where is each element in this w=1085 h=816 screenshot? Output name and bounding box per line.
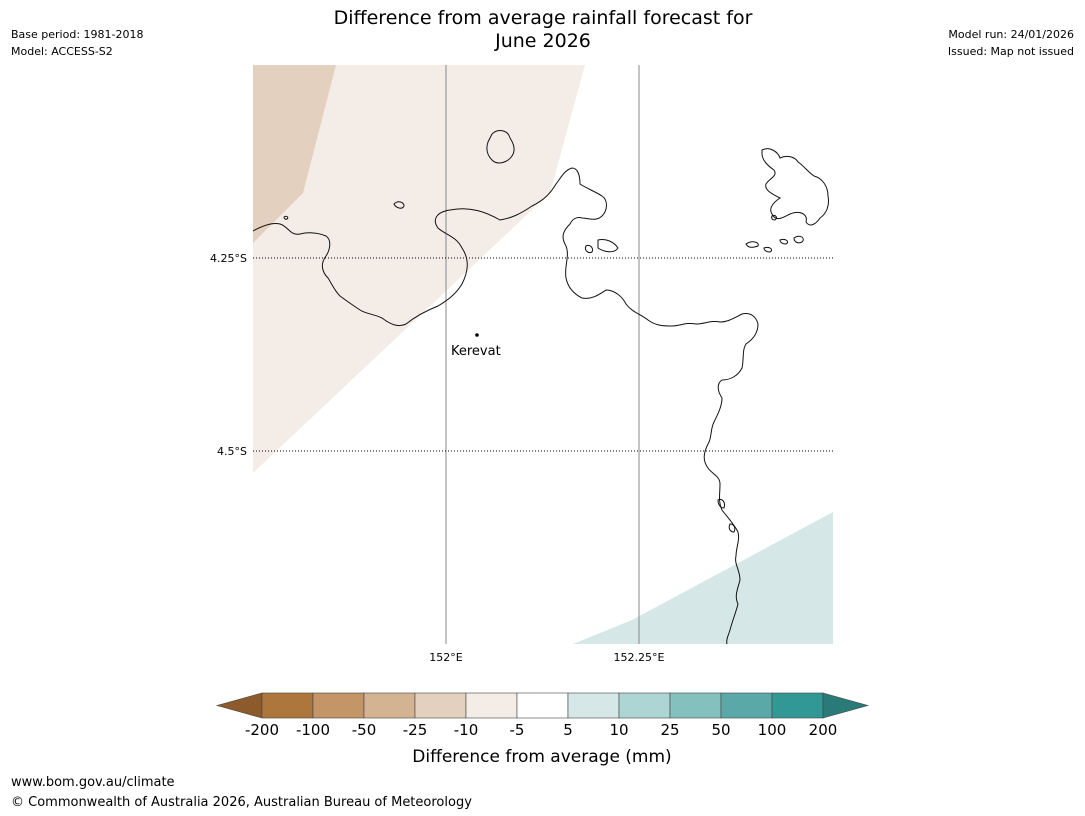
lon-label-152: 152°E <box>429 651 462 664</box>
legend-tick: -25 <box>403 721 428 739</box>
region-minus25-to-minus10 <box>253 65 336 243</box>
islet-west-2 <box>283 215 289 220</box>
color-legend: -200 -100 -50 -25 -10 -5 5 10 25 50 100 200 Differe… <box>215 692 870 767</box>
islet-east-1 <box>745 241 759 248</box>
lat-label-4-5: 4.5°S <box>217 445 247 458</box>
legend-tick: 50 <box>711 721 730 739</box>
graticule <box>253 65 833 644</box>
legend-tick: 200 <box>809 721 838 739</box>
legend-label: Difference from average (mm) <box>412 747 671 767</box>
region-5-to-10 <box>573 512 833 644</box>
legend-bin <box>771 692 824 719</box>
base-period: Base period: 1981-2018 <box>11 28 144 41</box>
legend-bins <box>261 692 824 719</box>
legend-tick: -50 <box>352 721 377 739</box>
coastlines <box>252 130 829 645</box>
legend-bin <box>516 692 569 719</box>
legend-bin <box>720 692 773 719</box>
legend-arrow-below <box>215 692 263 719</box>
islet-east-2 <box>763 247 773 253</box>
region-minus10-to-minus5 <box>253 65 585 473</box>
legend-bin <box>669 692 722 719</box>
island-north-small <box>486 130 515 164</box>
metadata-right: Model run: 24/01/2026 Issued: Map not is… <box>948 26 1074 60</box>
legend-bin <box>261 692 314 719</box>
place-kerevat: Kerevat <box>451 333 501 359</box>
legend-tick: -100 <box>296 721 330 739</box>
place-marker <box>475 333 479 337</box>
lon-label-152-25: 152.25°E <box>614 651 665 664</box>
legend-tick: 100 <box>758 721 787 739</box>
legend-bin <box>363 692 416 719</box>
legend-tick: 25 <box>660 721 679 739</box>
coastline-western-peninsula <box>252 167 759 645</box>
islet-east-4 <box>793 235 804 244</box>
place-label: Kerevat <box>451 344 501 359</box>
title-line-2: June 2026 <box>495 30 591 52</box>
legend-tick: -200 <box>245 721 279 739</box>
legend-bin <box>312 692 365 719</box>
metadata-left: Base period: 1981-2018 Model: ACCESS-S2 <box>11 26 143 60</box>
legend-arrow-above <box>822 692 870 719</box>
legend-tick: 5 <box>563 721 573 739</box>
model-run: Model run: 24/01/2026 <box>948 28 1074 41</box>
duke-of-york-islands <box>761 148 829 226</box>
map-title: Difference from average rainfall forecas… <box>243 7 843 53</box>
legend-tick: 10 <box>609 721 628 739</box>
legend-bin <box>618 692 671 719</box>
legend-tick: -5 <box>510 721 525 739</box>
footer-url: www.bom.gov.au/climate <box>11 775 175 790</box>
shaded-regions <box>253 65 833 644</box>
footer-copyright: © Commonwealth of Australia 2026, Austra… <box>11 795 472 810</box>
axis-labels: 4.25°S 4.5°S 152°E 152.25°E <box>210 252 664 664</box>
issued-status: Issued: Map not issued <box>947 45 1074 58</box>
inner-bay-islet <box>585 245 593 253</box>
islet-east-3 <box>779 239 789 245</box>
legend-tick-labels: -200 -100 -50 -25 -10 -5 5 10 25 50 100 200 <box>245 721 837 739</box>
islet-west-1 <box>393 201 405 209</box>
islet-coast-1 <box>717 499 725 509</box>
legend-bin <box>414 692 467 719</box>
legend-bin <box>465 692 518 719</box>
legend-tick: -10 <box>454 721 479 739</box>
islet-east-5 <box>771 215 777 221</box>
inner-bay-islet-2 <box>597 239 619 253</box>
islet-coast-2 <box>728 523 736 533</box>
title-line-1: Difference from average rainfall forecas… <box>333 7 753 29</box>
lat-label-4-25: 4.25°S <box>210 252 247 265</box>
model-name: Model: ACCESS-S2 <box>11 45 113 58</box>
legend-bin <box>567 692 620 719</box>
